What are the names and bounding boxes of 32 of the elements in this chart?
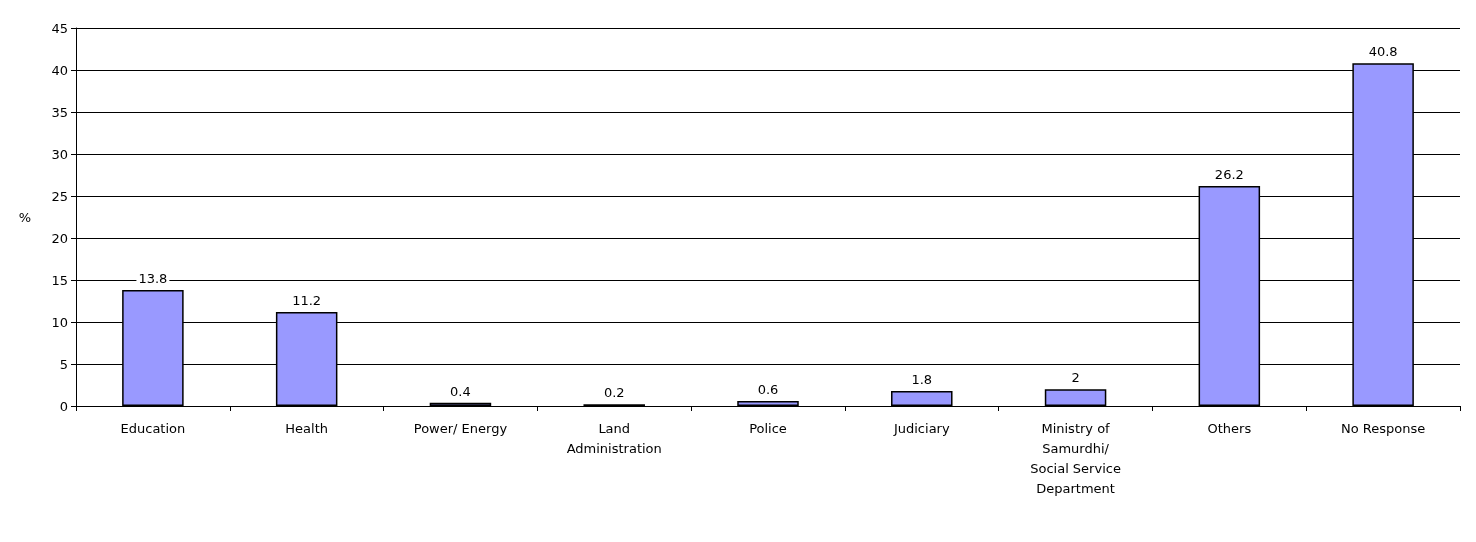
y-tick-label: 5 [59, 356, 68, 372]
x-tick-label: Others [1207, 420, 1252, 436]
x-tick-label: Judiciary [892, 420, 950, 436]
bar [737, 400, 799, 406]
y-tick-label: 15 [51, 272, 68, 288]
data-label: 0.2 [603, 385, 625, 401]
data-label: 1.8 [911, 371, 933, 387]
x-tick-label: Power/ Energy [413, 420, 508, 436]
data-label: 26.2 [1214, 166, 1244, 182]
x-tick-label: Education [120, 420, 186, 436]
y-tick-label: 30 [51, 146, 68, 162]
data-label: 11.2 [292, 292, 322, 308]
y-tick-label: 35 [51, 104, 68, 120]
y-axis-title: % [18, 209, 31, 225]
data-label: 13.8 [138, 271, 168, 287]
data-label: 40.8 [1368, 44, 1398, 60]
x-tick-label: Land Administration [566, 420, 662, 456]
y-tick-label: 25 [51, 188, 68, 204]
y-tick-label: 40 [51, 62, 68, 78]
x-tick-label: Police [749, 420, 787, 436]
data-label: 0.6 [757, 381, 779, 397]
x-tick-label: No Response [1340, 420, 1426, 436]
y-tick-label: 10 [51, 314, 68, 330]
x-tick-label: Health [285, 420, 329, 436]
x-tick-label: Ministry of Samurdhi/ Social Service Department [1030, 420, 1121, 496]
y-tick-label: 0 [59, 398, 68, 414]
y-tick-label: 45 [51, 20, 68, 36]
data-label: 2 [1071, 370, 1080, 386]
bar [1044, 389, 1107, 406]
data-label: 0.4 [450, 383, 471, 399]
y-tick-label: 20 [51, 230, 68, 246]
bar [891, 390, 953, 406]
